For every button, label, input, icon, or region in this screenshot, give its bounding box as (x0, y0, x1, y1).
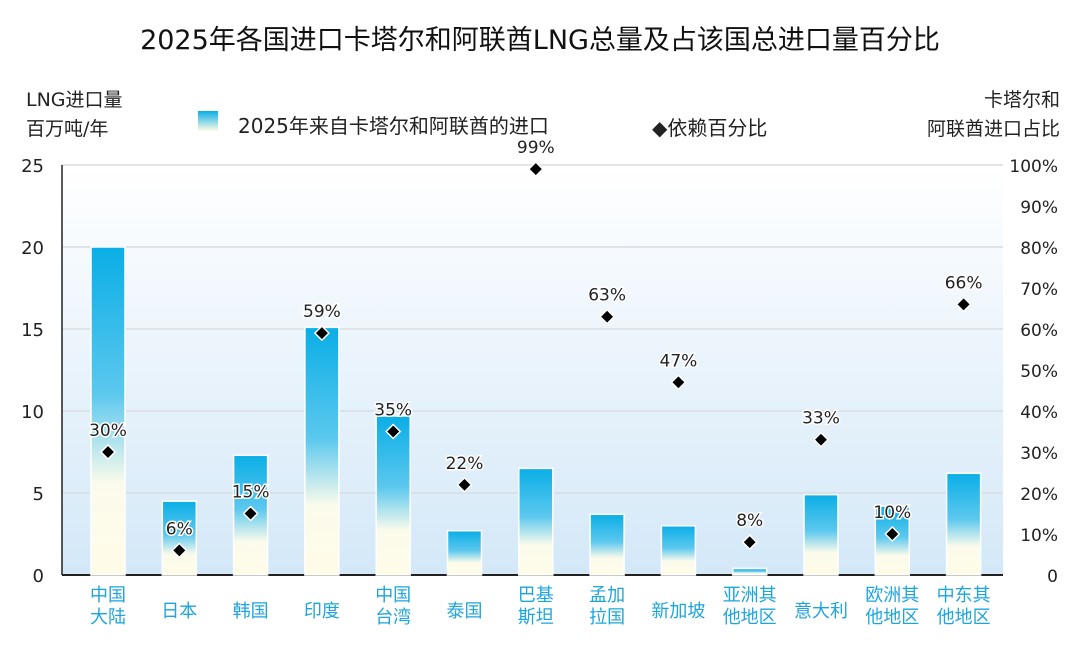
percent-data-label: 15% (232, 483, 270, 503)
bar-4 (375, 415, 411, 576)
category-label: 大陆 (90, 607, 126, 628)
dependency-marker (670, 374, 687, 391)
dependency-marker (599, 308, 616, 325)
left-tick-label: 25 (21, 156, 44, 177)
right-tick-label: 50% (1020, 362, 1058, 382)
left-tick-label: 20 (21, 238, 44, 259)
percent-data-label: 66% (945, 273, 983, 293)
bar-0 (90, 246, 126, 576)
dependency-marker (884, 525, 901, 543)
category-label: 印度 (304, 601, 340, 622)
right-tick-label: 90% (1020, 198, 1058, 218)
bar-6 (518, 467, 554, 576)
right-tick-label: 100% (1009, 157, 1058, 177)
dependency-marker (741, 534, 758, 551)
percent-data-label: 6% (166, 519, 193, 539)
bar-1 (161, 500, 198, 576)
chart-title: 2025年各国进口卡塔尔和阿联酋LNG总量及占该国总进口量百分比 (140, 25, 940, 56)
percent-data-label: 33% (802, 409, 840, 429)
percent-data-label: 22% (446, 454, 484, 474)
right-axis-label-line2: 阿联酋进口占比 (926, 118, 1060, 140)
category-label: 中国 (90, 585, 126, 606)
legend-bar-swatch (198, 111, 218, 131)
left-tick-label: 0 (33, 566, 44, 587)
left-axis-label-line1: LNG进口量 (26, 89, 123, 111)
dependency-marker (456, 476, 473, 493)
category-label: 意大利 (794, 601, 848, 622)
bar-7 (589, 513, 625, 576)
dependency-marker (313, 325, 330, 342)
dependency-marker (385, 423, 402, 440)
bar-12 (945, 472, 982, 576)
left-axis-label-line2: 百万吨/年 (26, 118, 109, 140)
percent-data-label: 35% (374, 401, 412, 421)
dependency-marker (955, 296, 972, 313)
category-label: 中国 (375, 585, 411, 606)
right-axis-label-line1: 卡塔尔和 (983, 89, 1060, 111)
bar-8 (660, 525, 697, 576)
percent-data-label: 59% (303, 302, 341, 322)
percent-data-label: 47% (660, 351, 698, 371)
dependency-marker (527, 161, 544, 178)
right-tick-label: 40% (1020, 403, 1058, 423)
category-label: 孟加 (589, 585, 625, 606)
left-tick-label: 5 (33, 484, 44, 505)
dependency-marker (99, 443, 117, 461)
bar-10 (803, 493, 839, 576)
right-tick-label: 30% (1020, 444, 1058, 464)
category-label: 泰国 (447, 601, 483, 622)
right-tick-label: 80% (1020, 239, 1058, 259)
category-label: 亚洲其 (723, 585, 777, 606)
right-tick-label: 70% (1020, 280, 1058, 300)
right-tick-label: 60% (1020, 321, 1058, 341)
category-label: 斯坦 (518, 607, 554, 628)
category-label: 中东其 (937, 585, 991, 606)
category-label: 拉国 (589, 607, 625, 628)
dependency-marker (171, 542, 188, 559)
category-label: 欧洲其 (865, 585, 919, 606)
legend-bar-label: 2025年来自卡塔尔和阿联酋的进口 (238, 114, 549, 138)
left-tick-label: 15 (21, 320, 44, 341)
category-label: 他地区 (937, 607, 991, 628)
category-label: 台湾 (375, 607, 411, 628)
category-label: 他地区 (865, 607, 919, 628)
dependency-marker (242, 505, 259, 522)
legend-marker-label: ◆依赖百分比 (652, 116, 768, 140)
bar-5 (446, 529, 483, 576)
percent-data-label: 63% (588, 286, 626, 306)
left-tick-label: 10 (21, 402, 44, 423)
percent-data-label: 8% (736, 511, 763, 531)
dependency-marker (812, 431, 830, 448)
percent-data-label: 99% (517, 138, 555, 158)
category-label: 巴基 (518, 585, 554, 606)
category-label: 新加坡 (651, 601, 705, 622)
category-label: 他地区 (723, 607, 777, 628)
right-tick-label: 10% (1020, 526, 1058, 546)
category-label: 韩国 (233, 601, 269, 622)
bar-3 (304, 326, 340, 576)
right-tick-label: 0 (1047, 567, 1058, 587)
bar-9 (731, 567, 768, 576)
right-tick-label: 20% (1020, 485, 1058, 505)
percent-data-label: 30% (89, 421, 127, 441)
percent-data-label: 10% (873, 503, 911, 523)
category-label: 日本 (161, 601, 197, 622)
